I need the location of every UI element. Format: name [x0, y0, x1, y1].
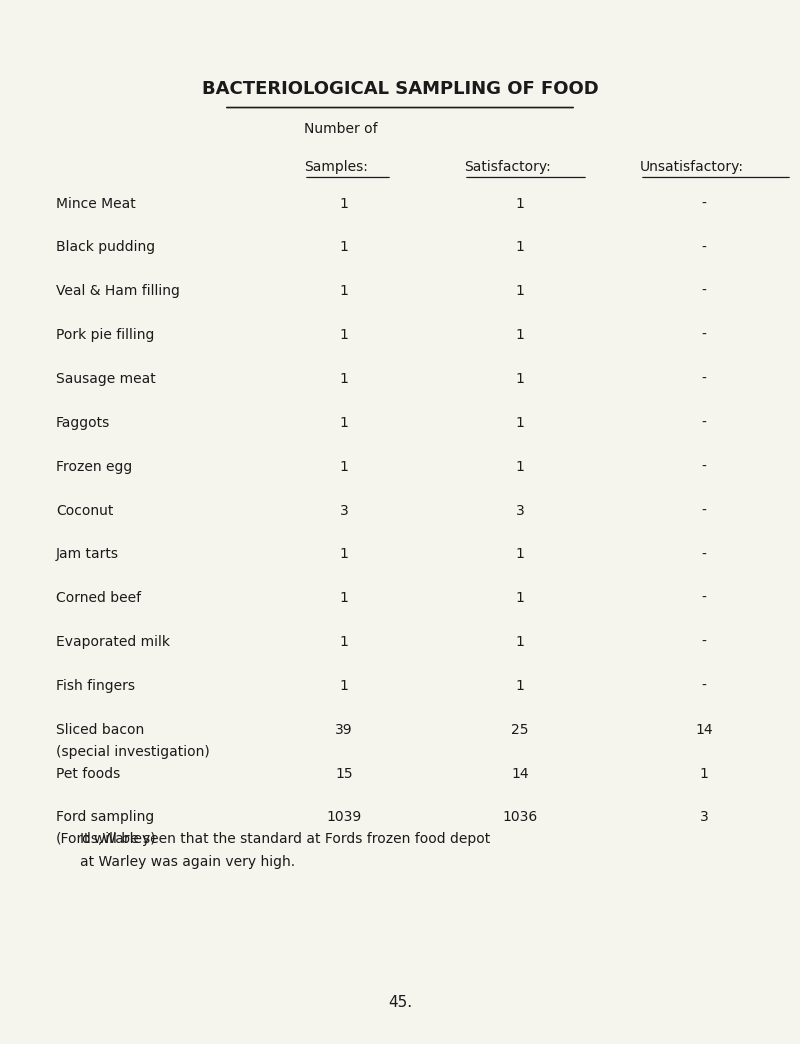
Text: Jam tarts: Jam tarts — [56, 547, 119, 562]
Text: 3: 3 — [516, 503, 524, 518]
Text: Ford sampling: Ford sampling — [56, 810, 154, 825]
Text: Evaporated milk: Evaporated milk — [56, 635, 170, 649]
Text: Veal & Ham filling: Veal & Ham filling — [56, 284, 180, 299]
Text: 1036: 1036 — [502, 810, 538, 825]
Text: Corned beef: Corned beef — [56, 591, 141, 606]
Text: 1: 1 — [339, 284, 349, 299]
Text: 39: 39 — [335, 722, 353, 737]
Text: 1: 1 — [515, 416, 525, 430]
Text: Sausage meat: Sausage meat — [56, 372, 156, 386]
Text: -: - — [702, 679, 706, 693]
Text: 1: 1 — [699, 766, 709, 781]
Text: 1: 1 — [339, 547, 349, 562]
Text: 3: 3 — [340, 503, 348, 518]
Text: It will be seen that the standard at Fords frozen food depot
at Warley was again: It will be seen that the standard at For… — [80, 832, 490, 870]
Text: 1: 1 — [339, 459, 349, 474]
Text: Mince Meat: Mince Meat — [56, 196, 136, 211]
Text: 25: 25 — [511, 722, 529, 737]
Text: 1: 1 — [515, 679, 525, 693]
Text: 1: 1 — [339, 240, 349, 255]
Text: -: - — [702, 416, 706, 430]
Text: 1039: 1039 — [326, 810, 362, 825]
Text: 1: 1 — [515, 240, 525, 255]
Text: 1: 1 — [515, 196, 525, 211]
Text: Number of: Number of — [304, 122, 378, 136]
Text: Sliced bacon: Sliced bacon — [56, 722, 144, 737]
Text: (special investigation): (special investigation) — [56, 744, 210, 759]
Text: 14: 14 — [695, 722, 713, 737]
Text: -: - — [702, 591, 706, 606]
Text: 15: 15 — [335, 766, 353, 781]
Text: 1: 1 — [339, 416, 349, 430]
Text: Coconut: Coconut — [56, 503, 114, 518]
Text: -: - — [702, 635, 706, 649]
Text: 1: 1 — [339, 328, 349, 342]
Text: Satisfactory:: Satisfactory: — [464, 160, 550, 173]
Text: Black pudding: Black pudding — [56, 240, 155, 255]
Text: (Fords,Warley): (Fords,Warley) — [56, 832, 157, 847]
Text: Fish fingers: Fish fingers — [56, 679, 135, 693]
Text: -: - — [702, 240, 706, 255]
Text: -: - — [702, 459, 706, 474]
Text: Pork pie filling: Pork pie filling — [56, 328, 154, 342]
Text: Faggots: Faggots — [56, 416, 110, 430]
Text: 1: 1 — [339, 196, 349, 211]
Text: 1: 1 — [515, 591, 525, 606]
Text: 1: 1 — [339, 679, 349, 693]
Text: Frozen egg: Frozen egg — [56, 459, 132, 474]
Text: BACTERIOLOGICAL SAMPLING OF FOOD: BACTERIOLOGICAL SAMPLING OF FOOD — [202, 79, 598, 98]
Text: -: - — [702, 196, 706, 211]
Text: -: - — [702, 372, 706, 386]
Text: -: - — [702, 284, 706, 299]
Text: Unsatisfactory:: Unsatisfactory: — [640, 160, 744, 173]
Text: 1: 1 — [515, 459, 525, 474]
Text: 1: 1 — [515, 635, 525, 649]
Text: 1: 1 — [339, 372, 349, 386]
Text: 1: 1 — [515, 284, 525, 299]
Text: 1: 1 — [515, 328, 525, 342]
Text: 45.: 45. — [388, 995, 412, 1010]
Text: 1: 1 — [339, 635, 349, 649]
Text: 1: 1 — [515, 372, 525, 386]
Text: 1: 1 — [515, 547, 525, 562]
Text: 14: 14 — [511, 766, 529, 781]
Text: -: - — [702, 547, 706, 562]
Text: Samples:: Samples: — [304, 160, 368, 173]
Text: Pet foods: Pet foods — [56, 766, 120, 781]
Text: 3: 3 — [700, 810, 708, 825]
Text: -: - — [702, 328, 706, 342]
Text: -: - — [702, 503, 706, 518]
Text: 1: 1 — [339, 591, 349, 606]
